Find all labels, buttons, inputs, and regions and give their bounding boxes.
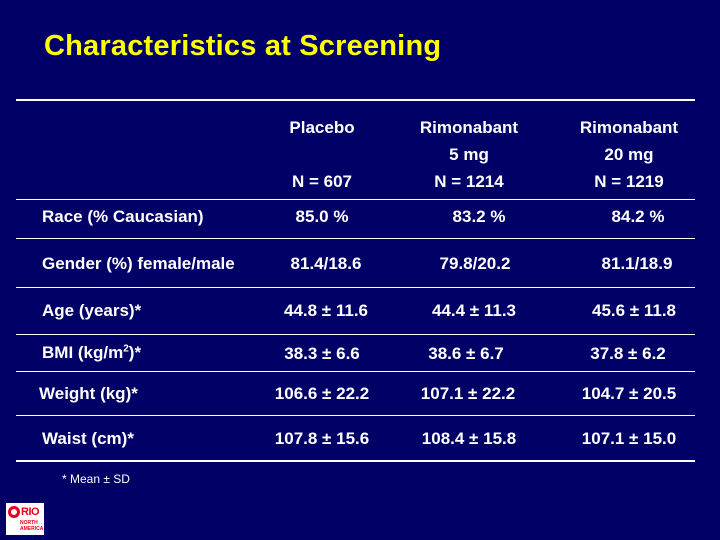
column-header-line3: N = 607 [291,172,352,191]
table-top-rule [16,99,695,101]
row-label-bmi-superscript: 2 [123,343,129,355]
cell-waist-5mg: 108.4 ± 15.8 [421,429,517,448]
column-header-line2: 5 mg [449,145,489,164]
cell-age-20mg: 45.6 ± 11.8 [591,301,676,320]
logo-name: RIO [21,506,40,518]
row-label-gender: Gender (%) female/male [42,254,235,273]
cell-race-5mg: 83.2 % [452,207,506,226]
row-divider [16,334,695,335]
cell-bmi-20mg: 37.8 ± 6.2 [590,344,666,363]
cell-gender-placebo: 81.4/18.6 [290,254,362,273]
row-label-bmi: BMI (kg/m2)* [42,343,141,363]
row-label-weight: Weight (kg)* [39,384,138,403]
row-divider [16,287,695,288]
cell-gender-20mg: 81.1/18.9 [601,254,673,273]
column-header-placebo: Placebo N = 607 [262,114,382,195]
cell-waist-placebo: 107.8 ± 15.6 [274,429,370,448]
footnote: * Mean ± SD [62,472,130,486]
slide-title: Characteristics at Screening [44,30,442,62]
column-header-line2: 20 mg [604,145,654,164]
cell-race-placebo: 85.0 % [295,207,349,226]
cell-age-placebo: 44.8 ± 11.6 [283,301,368,320]
logo-ring-icon [8,506,20,518]
logo-line1: NORTH [20,520,38,526]
row-label-race: Race (% Caucasian) [42,207,204,226]
row-divider [16,371,695,372]
logo-line2: AMERICA [20,526,44,532]
column-header-line1: Rimonabant [419,118,519,137]
column-header-line3: N = 1214 [434,172,504,191]
row-label-bmi-suffix: )* [128,343,142,362]
row-label-bmi-text: BMI (kg/m [42,343,124,362]
column-header-rimonabant-20mg: Rimonabant 20 mg N = 1219 [561,114,697,195]
cell-weight-placebo: 106.6 ± 22.2 [274,384,370,403]
cell-bmi-placebo: 38.3 ± 6.6 [284,344,360,363]
column-header-line1: Placebo [289,118,355,137]
cell-bmi-5mg: 38.6 ± 6.7 [428,344,504,363]
row-divider [16,199,695,200]
column-header-line2 [262,141,382,168]
row-divider [16,415,695,416]
column-header-rimonabant-5mg: Rimonabant 5 mg N = 1214 [401,114,537,195]
cell-age-5mg: 44.4 ± 11.3 [431,301,516,320]
row-divider [16,238,695,239]
cell-gender-5mg: 79.8/20.2 [439,254,511,273]
cell-weight-5mg: 107.1 ± 22.2 [420,384,516,403]
column-header-line3: N = 1219 [594,172,664,191]
cell-weight-20mg: 104.7 ± 20.5 [581,384,677,403]
cell-race-20mg: 84.2 % [611,207,665,226]
column-header-line1: Rimonabant [579,118,679,137]
row-label-age: Age (years)* [42,301,142,320]
rio-north-america-logo: RIO NORTH AMERICA [6,503,44,535]
cell-waist-20mg: 107.1 ± 15.0 [581,429,677,448]
row-label-waist: Waist (cm)* [42,429,134,448]
table-bottom-rule [16,460,695,462]
